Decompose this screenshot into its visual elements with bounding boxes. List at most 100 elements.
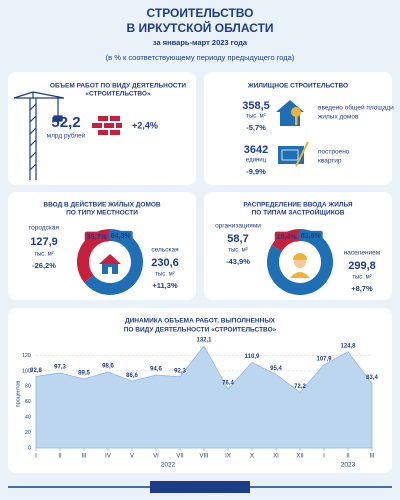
value-label: 92,8	[30, 368, 42, 374]
value: 230,6	[151, 257, 179, 269]
description: построено	[318, 149, 350, 156]
value-label: 16,4%	[277, 234, 298, 241]
y-tick-label: 120	[22, 353, 31, 359]
x-tick-label: VII	[176, 454, 184, 460]
worker-icon	[290, 253, 310, 278]
value-label: 95,4	[270, 366, 282, 372]
label-box	[108, 230, 133, 241]
value-label: 72,2	[294, 384, 306, 390]
card-title: ЖИЛИЩНОЕ СТРОИТЕЛЬСТВО	[247, 83, 348, 90]
unit: тыс. м²	[34, 252, 54, 258]
donut-segment	[267, 229, 333, 295]
y-axis-label: процентов	[15, 381, 21, 408]
label-box	[84, 231, 109, 242]
card-title: РАСПРЕДЕЛЕНИЕ ВВОДА ЖИЛЬЯ	[243, 202, 353, 209]
card-title: ДИНАМИКА ОБЪЕМА РАБОТ, ВЫПОЛНЕННЫХ	[125, 318, 276, 325]
category: населением	[344, 250, 381, 257]
footer: ИРКУТСКСТАТ	[175, 484, 225, 491]
description: жилых домов	[318, 114, 359, 121]
value: 127,9	[30, 236, 58, 248]
value-label: 98,6	[102, 364, 114, 370]
y-tick-label: 0	[28, 445, 31, 451]
card	[8, 192, 196, 300]
unit: тыс. м²	[228, 248, 248, 254]
year-label: 2023	[341, 462, 356, 469]
value-label: 83,6%	[301, 233, 322, 240]
y-tick-label: 20	[25, 430, 31, 436]
label-box	[274, 231, 299, 242]
description: квартир	[318, 158, 342, 165]
value-label: 86,6	[126, 373, 138, 379]
unit: тыс. м²	[352, 275, 372, 281]
value-label: 76,4	[222, 381, 234, 387]
value-label: 110,9	[245, 354, 260, 360]
value: 52,2	[51, 114, 80, 131]
value-label: 132,1	[196, 338, 212, 344]
change: -26,2%	[32, 261, 56, 270]
x-tick-label: I	[35, 454, 37, 460]
category: сельская	[151, 247, 179, 254]
area	[35, 345, 373, 449]
value-label: 83,4	[366, 375, 378, 381]
bricks-icon	[92, 116, 122, 135]
value: 3642	[244, 144, 268, 156]
x-tick-label: X	[250, 454, 254, 460]
x-tick-label: III	[369, 454, 374, 460]
change: -5,7%	[246, 123, 266, 132]
y-tick-label: 80	[25, 384, 31, 390]
value-label: 97,3	[54, 365, 66, 371]
y-tick-label: 40	[25, 415, 31, 421]
value: 58,7	[227, 233, 248, 245]
card-title: «СТРОИТЕЛЬСТВО»	[85, 91, 151, 98]
x-tick-label: II	[346, 454, 350, 460]
change: +11,3%	[152, 281, 178, 290]
x-tick-label: XII	[296, 454, 304, 460]
card-title: ПО ВИДУ ДЕЯТЕЛЬНОСТИ «СТРОИТЕЛЬСТВО»	[124, 327, 277, 334]
value-label: 64,3%	[111, 233, 132, 240]
year-label: 2022	[161, 462, 176, 469]
x-tick-label: V	[130, 454, 134, 460]
unit: единиц	[246, 158, 267, 164]
card-title: ВВОД В ДЕЙСТВИЕ ЖИЛЫХ ДОМОВ	[43, 200, 161, 209]
category: организациями	[215, 223, 261, 230]
x-tick-label: VIII	[199, 454, 208, 460]
x-tick-label: II	[58, 454, 62, 460]
change: -43,9%	[226, 257, 250, 266]
change: +2,4%	[132, 120, 158, 130]
unit: тыс. м²	[155, 272, 175, 278]
label-box	[298, 230, 323, 241]
x-tick-label: III	[81, 454, 86, 460]
x-tick-label: VI	[153, 454, 159, 460]
description: введено общей площади	[318, 104, 394, 112]
footer-box	[150, 481, 250, 493]
y-tick-label: 100	[22, 368, 31, 374]
title: В ИРКУТСКОЙ ОБЛАСТИ	[126, 20, 273, 35]
card-title: ОБЪЕМ РАБОТ ПО ВИДУ ДЕЯТЕЛЬНОСТИ	[50, 83, 187, 90]
card-title: ПО ТИПАМ ЗАСТРОЙЩИКОВ	[252, 208, 345, 217]
card	[204, 72, 392, 185]
value-label: 124,8	[340, 343, 356, 349]
crane-icon	[13, 91, 65, 180]
change: +8,7%	[351, 284, 373, 293]
x-tick-label: IV	[105, 454, 111, 460]
x-tick-label: XI	[273, 454, 279, 460]
change: -9,9%	[246, 167, 266, 176]
house-icon	[99, 254, 121, 274]
card	[204, 192, 392, 300]
unit: млрд рублей	[47, 132, 86, 140]
house-icon	[276, 100, 304, 126]
card	[8, 72, 196, 185]
value: 358,5	[242, 100, 270, 112]
value-label: 107,9	[316, 356, 332, 362]
title: СТРОИТЕЛЬСТВО	[147, 6, 254, 20]
value-label: 92,3	[174, 368, 186, 374]
card-title: ПО ТИПУ МЕСТНОСТИ	[66, 210, 138, 217]
note: (в % к соответствующему периоду предыдущ…	[106, 53, 295, 62]
value-label: 94,6	[150, 367, 162, 373]
x-tick-label: IX	[225, 454, 231, 460]
value-label: 35,7%	[87, 234, 108, 241]
unit: тыс. м²	[246, 114, 266, 120]
value-label: 89,5	[78, 371, 90, 377]
blueprint-icon	[278, 141, 309, 167]
